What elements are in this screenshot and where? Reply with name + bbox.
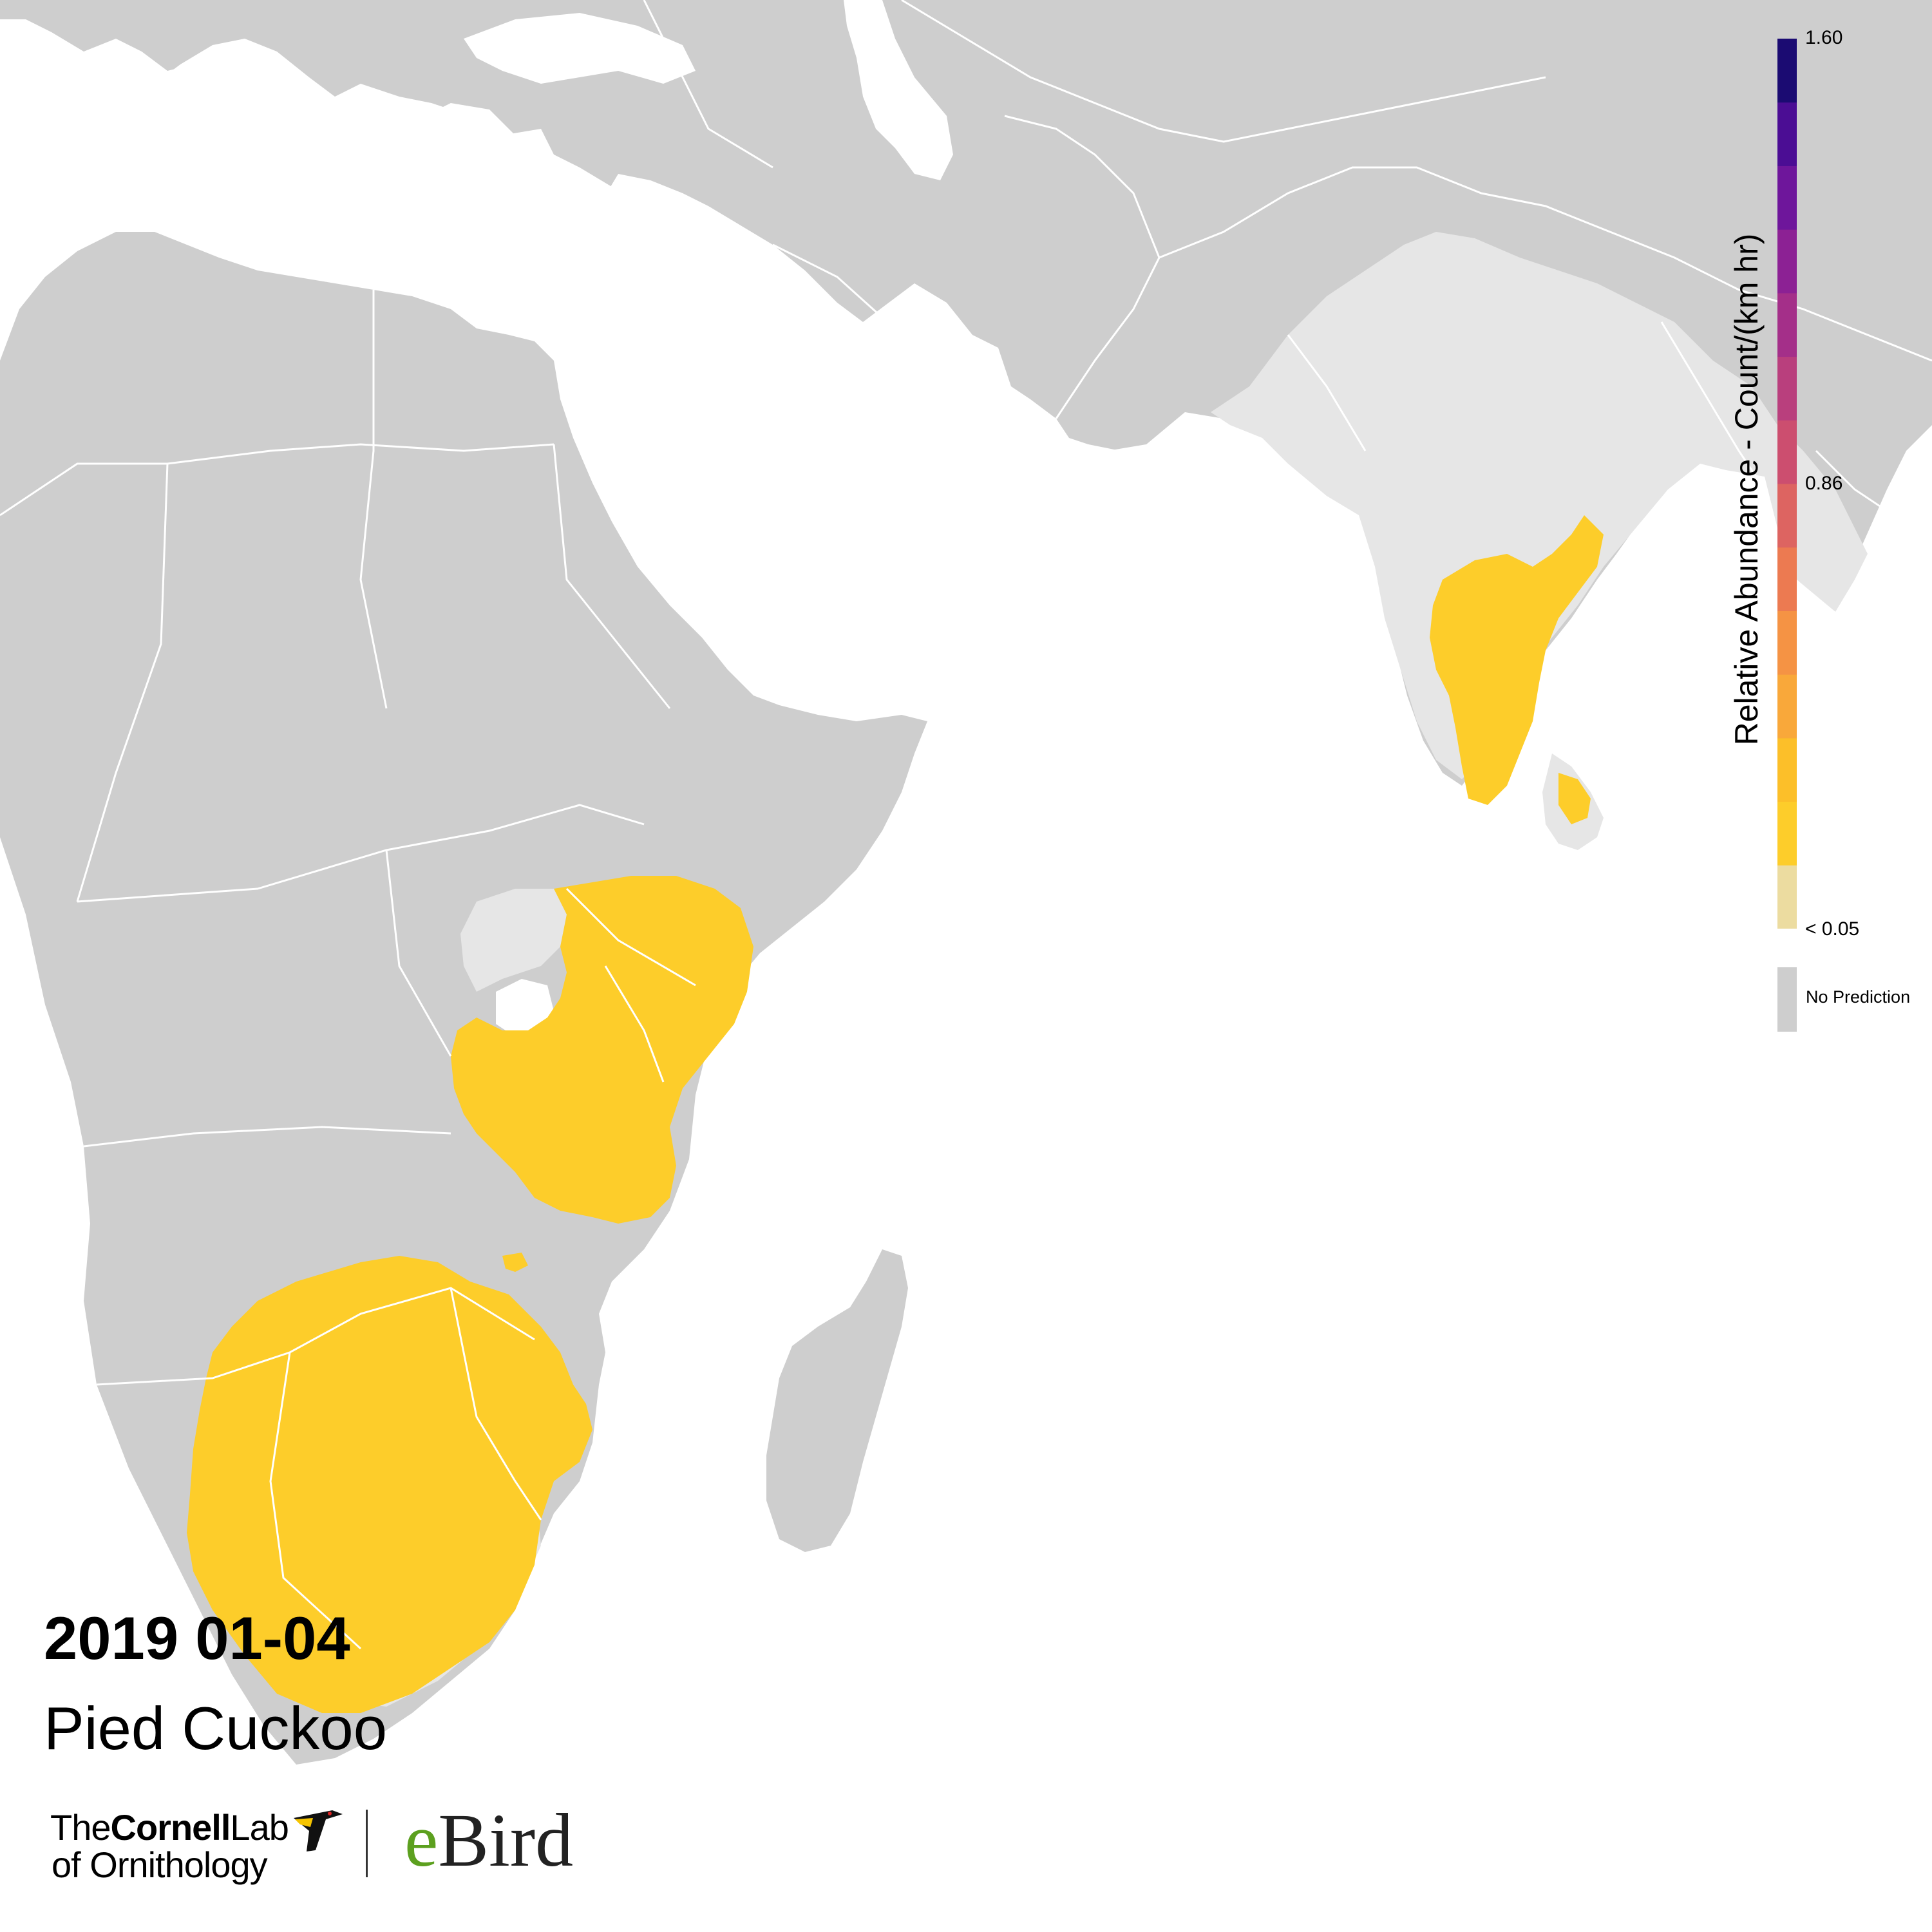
legend-mid-label: 0.86: [1805, 473, 1843, 494]
ebird-logo: eBird: [404, 1798, 574, 1882]
east-africa-predicted-area: [460, 889, 567, 992]
madagascar: [766, 1249, 908, 1552]
lake-victoria: [496, 979, 554, 1037]
no-prediction-label: No Prediction: [1806, 987, 1911, 1007]
legend-color-step: [1777, 484, 1797, 548]
black-sea: [464, 13, 696, 84]
sri-lanka-abundance: [1558, 773, 1591, 824]
species-label: Pied Cuckoo: [44, 1694, 387, 1762]
india-predicted-area: [1211, 232, 1868, 779]
country-borders: [0, 0, 1932, 1649]
red-sea: [554, 361, 757, 696]
legend-color-step: [1777, 229, 1797, 294]
legend-color-step: [1777, 865, 1797, 929]
caspian-sea: [844, 0, 953, 180]
legend-color-step: [1777, 102, 1797, 166]
legend-color-step: [1777, 356, 1797, 421]
legend-color-step: [1777, 737, 1797, 802]
woodpecker-icon: [294, 1810, 343, 1852]
legend-color-step: [1777, 801, 1797, 866]
legend-color-step: [1777, 420, 1797, 484]
legend-color-step: [1777, 611, 1797, 675]
southern-africa-abundance: [187, 1256, 592, 1713]
india-abundance: [1430, 515, 1604, 805]
no-prediction-swatch: [1777, 967, 1797, 1032]
cornell-lab-subtitle: of Ornithology: [52, 1844, 268, 1885]
cornell-lab-wordmark: TheCornellLab: [50, 1807, 289, 1848]
indian-ocean: [592, 419, 1932, 1932]
abundance-legend-bar: [1777, 39, 1797, 929]
legend-min-label: < 0.05: [1805, 918, 1860, 940]
legend-color-step: [1777, 547, 1797, 611]
legend-color-step: [1777, 39, 1797, 103]
legend-color-step: [1777, 166, 1797, 230]
cornell-lab-logo: TheCornellLab of Ornithology: [50, 1806, 346, 1890]
legend-color-step: [1777, 292, 1797, 357]
mozambique-abundance-patch: [502, 1253, 528, 1272]
legend-color-step: [1777, 674, 1797, 739]
logo-divider: [366, 1810, 368, 1877]
date-label: 2019 01-04: [44, 1604, 350, 1672]
east-africa-abundance: [451, 876, 753, 1224]
mediterranean-sea: [122, 39, 612, 238]
legend-max-label: 1.60: [1805, 27, 1843, 48]
persian-gulf: [857, 325, 1030, 451]
legend-title: Relative Abundance - Count/(km hr): [1728, 233, 1765, 746]
